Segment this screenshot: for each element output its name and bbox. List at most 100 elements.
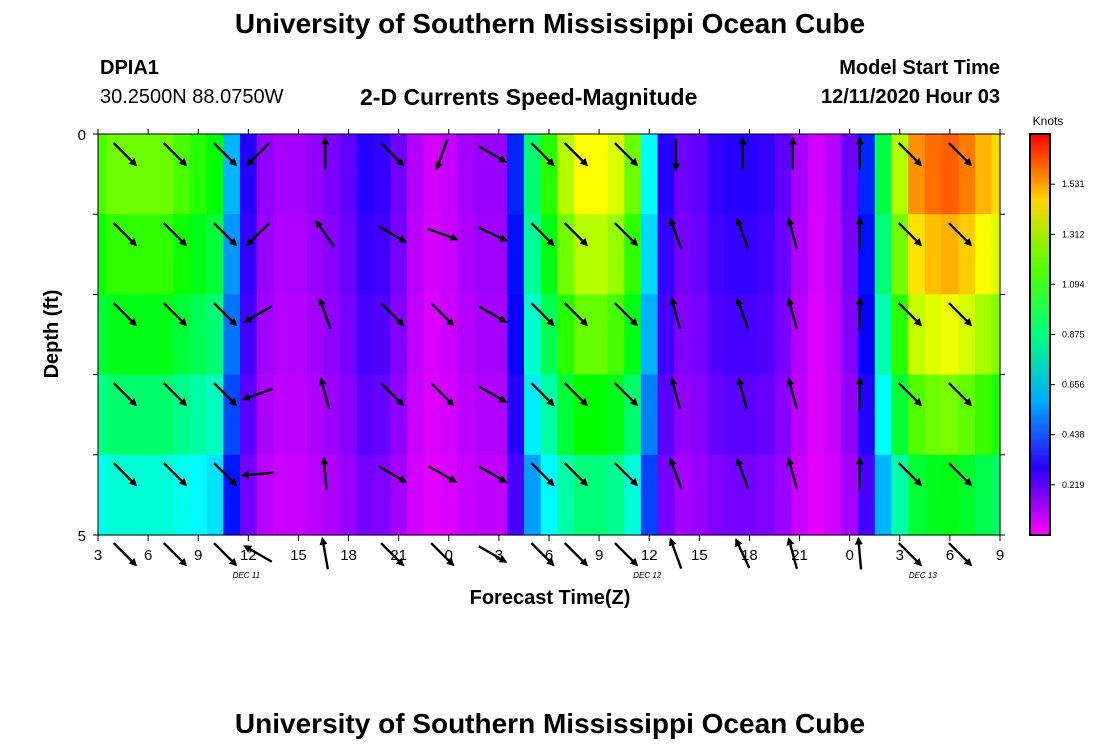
x-tick-label: 3 [896, 547, 904, 564]
heatmap-cell [774, 294, 792, 376]
heatmap-cell [98, 134, 107, 215]
heatmap-cell [206, 374, 224, 456]
heatmap-cell [523, 134, 542, 215]
heatmap-cell [189, 214, 208, 295]
heatmap-cell [991, 294, 1001, 376]
heatmap-cell [908, 454, 926, 536]
heatmap-cell [323, 214, 341, 295]
footer-title: University of Southern Mississippi Ocean… [234, 708, 866, 739]
heatmap-cell [507, 134, 525, 215]
current-vector-arrow [112, 382, 138, 407]
colorbar-gradient [1029, 133, 1051, 536]
current-vector-arrow [614, 302, 639, 327]
heatmap-cell [139, 374, 158, 456]
heatmap-cell [741, 374, 759, 456]
x-tick-label: 15 [691, 547, 708, 564]
heatmap-cell [791, 374, 809, 456]
colorbar-tick-label: 0.875 [1062, 330, 1085, 340]
x-axis-label: Forecast Time(Z) [470, 587, 631, 609]
heatmap-cell [473, 134, 492, 215]
heatmap-cell [991, 214, 1001, 295]
heatmap-cell [523, 374, 542, 456]
heatmap-cell [540, 294, 558, 376]
x-tick-label: 3 [495, 547, 503, 564]
current-vector-arrow [163, 462, 188, 487]
current-vector-arrow [735, 217, 750, 249]
heatmap-cell [423, 454, 442, 536]
heatmap-cells [98, 134, 1001, 536]
x-tick-label: 21 [390, 547, 407, 564]
heatmap-cell [908, 374, 926, 456]
heatmap-cell [540, 134, 558, 215]
heatmap-cell [791, 454, 809, 536]
colorbar-tick-label: 0.219 [1062, 480, 1085, 490]
heatmap-cell [106, 214, 124, 295]
current-vector-arrow [240, 470, 274, 479]
current-vector-arrow [563, 302, 589, 327]
current-vector-arrow [478, 145, 508, 163]
heatmap-cell [891, 214, 909, 295]
current-vector-arrow [112, 462, 138, 487]
heatmap-cell [574, 134, 592, 215]
heatmap-cell [791, 214, 809, 295]
current-vector-arrow [213, 142, 238, 167]
heatmap-cell [239, 454, 258, 536]
heatmap-cell [356, 214, 375, 295]
current-vector-arrow [530, 302, 555, 327]
heatmap-cell [440, 214, 458, 295]
heatmap-cell [941, 214, 959, 295]
current-vector-arrow [530, 222, 555, 247]
heatmap-cell [941, 294, 959, 376]
heatmap-cell [306, 454, 325, 536]
heatmap-cell [858, 134, 876, 215]
heatmap-cell [824, 134, 842, 215]
x-tick-label: 6 [946, 547, 954, 564]
heatmap-cell [690, 454, 709, 536]
current-vector-arrow [428, 465, 458, 483]
current-vector-arrow [948, 542, 973, 567]
current-vector-arrow [530, 382, 555, 407]
heatmap-cell [440, 454, 458, 536]
current-vector-arrow [430, 542, 455, 567]
heatmap-cell [707, 134, 725, 215]
current-vector-arrow [614, 382, 639, 407]
heatmap-cell [590, 214, 609, 295]
current-vector-arrow [563, 462, 589, 487]
current-vector-arrow [318, 377, 331, 410]
current-vector-arrow [669, 297, 682, 330]
heatmap-cell [640, 454, 659, 536]
current-vector-arrow [213, 382, 238, 407]
heatmap-cell [607, 214, 625, 295]
heatmap-cell [139, 454, 158, 536]
heatmap-cell [373, 374, 391, 456]
current-vector-arrow [435, 139, 449, 171]
heatmap-cell [223, 214, 241, 295]
heatmap-cell [106, 134, 124, 215]
heatmap-cell [757, 214, 776, 295]
heatmap-cell [874, 214, 893, 295]
heatmap-cell [223, 374, 241, 456]
heatmap-cell [206, 134, 224, 215]
heatmap-cell [824, 214, 842, 295]
heatmap-cell [924, 454, 943, 536]
heatmap-cell [407, 454, 425, 536]
heatmap-cell [273, 214, 291, 295]
current-vector-arrow [163, 542, 188, 567]
heatmap-cell [373, 214, 391, 295]
heatmap-cell [807, 214, 826, 295]
heatmap-cell [407, 214, 425, 295]
heatmap-cell [323, 294, 341, 376]
heatmap-cell [891, 294, 909, 376]
current-vector-arrow [530, 542, 555, 567]
colorbar-tick-label: 1.094 [1062, 279, 1085, 289]
x-tick-label: 9 [194, 547, 202, 564]
current-vector-arrow [163, 222, 188, 247]
current-vector-arrow [315, 219, 336, 248]
heatmap-cell [841, 134, 859, 215]
heatmap-cell [390, 294, 408, 376]
heatmap-cell [173, 374, 191, 456]
heatmap-cell [106, 374, 124, 456]
heatmap-cell [407, 134, 425, 215]
heatmap-cell [290, 454, 308, 536]
current-vector-arrow [786, 377, 799, 410]
